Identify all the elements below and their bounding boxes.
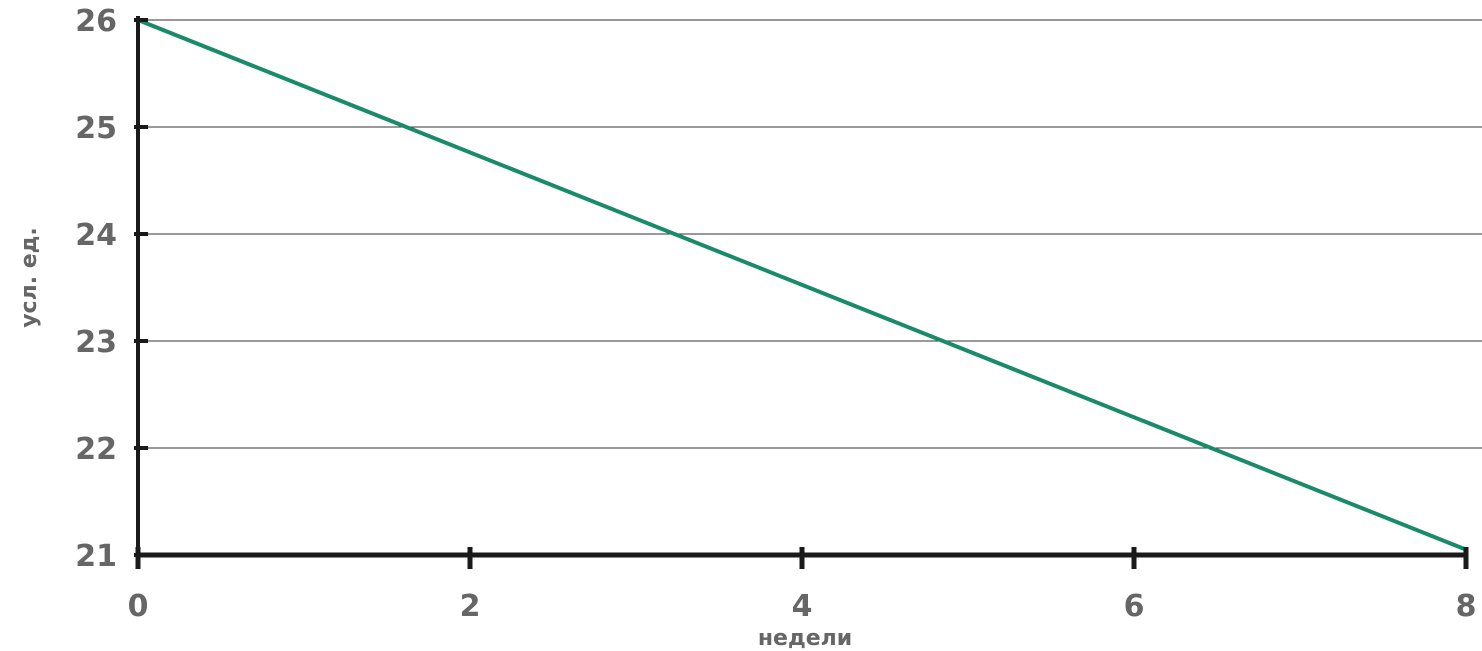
- axes: [134, 16, 1469, 569]
- y-tick-label: 22: [75, 432, 117, 467]
- y-tick-label: 25: [75, 111, 117, 146]
- x-tick-label: 0: [128, 589, 149, 624]
- x-tick-label: 2: [460, 589, 481, 624]
- x-axis-title: недели: [758, 626, 852, 651]
- y-tick-label: 26: [75, 4, 117, 39]
- y-tick-label: 23: [75, 325, 117, 360]
- y-tick-label: 21: [75, 539, 117, 574]
- y-axis-title: усл. ед.: [17, 227, 42, 328]
- x-tick-label: 6: [1124, 589, 1145, 624]
- grid-lines: [138, 19, 1482, 449]
- x-tick-label: 8: [1456, 589, 1477, 624]
- y-tick-label: 24: [75, 218, 117, 253]
- x-tick-label: 4: [792, 589, 813, 624]
- series-layer: [136, 18, 1468, 552]
- series-line: [136, 18, 1468, 552]
